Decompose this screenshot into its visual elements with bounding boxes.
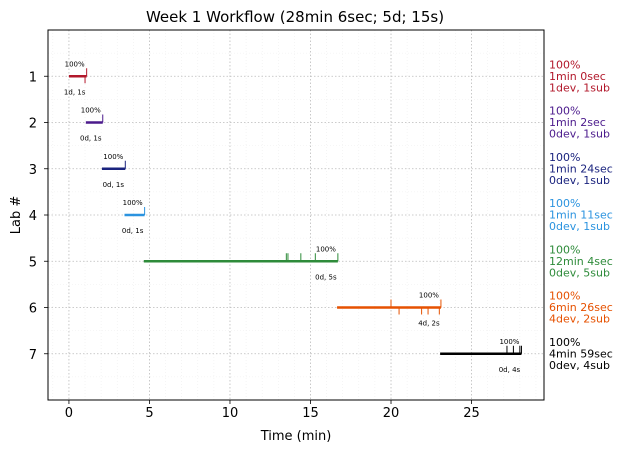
completion-percent-label: 100%	[81, 107, 101, 115]
axis-ticks: 0 5 10 15 20 25 1 2 3 4 5 6 7	[29, 70, 480, 421]
summary-line: 100%	[549, 58, 580, 71]
summary-line: 100%	[549, 105, 580, 118]
summary-line: 100%	[549, 197, 580, 210]
lab-bars: 100% 1d, 1s 100% 0d, 1s 100% 0d, 1s 100% 0d, 1s…	[64, 60, 522, 374]
summary-line: 12min 4sec	[549, 255, 613, 268]
y-tick-label: 6	[29, 302, 37, 317]
completion-percent-label: 100%	[316, 245, 336, 253]
summary-line: 0dev, 4sub	[549, 359, 610, 372]
summary-line: 1min 2sec	[549, 116, 606, 129]
summary-line: 0dev, 1sub	[549, 128, 610, 141]
counts-label: 0d, 1s	[103, 181, 125, 189]
counts-label: 0d, 4s	[499, 366, 521, 374]
summary-line: 100%	[549, 336, 580, 349]
y-tick-label: 2	[29, 117, 37, 132]
counts-label: 0d, 1s	[80, 135, 102, 143]
x-tick-label: 5	[145, 406, 153, 421]
lab-bar-group: 100% 0d, 5s	[143, 245, 339, 281]
y-tick-label: 7	[29, 348, 37, 363]
x-tick-label: 15	[302, 406, 319, 421]
counts-label: 1d, 1s	[64, 88, 86, 96]
summary-line: 4min 59sec	[549, 347, 613, 360]
lab-bar-group: 100% 0d, 1s	[80, 107, 104, 143]
summary-line: 6min 26sec	[549, 301, 613, 314]
summary-line: 100%	[549, 290, 580, 303]
x-axis-label: Time (min)	[260, 429, 332, 444]
x-tick-label: 0	[65, 406, 73, 421]
lab-bar-group: 100% 0d, 1s	[122, 199, 146, 235]
completion-percent-label: 100%	[65, 60, 85, 68]
completion-percent-label: 100%	[103, 153, 123, 161]
lab-bar-group: 100% 1d, 1s	[64, 60, 88, 96]
summary-line: 4dev, 2sub	[549, 313, 610, 326]
counts-label: 4d, 2s	[418, 320, 440, 328]
counts-label: 0d, 5s	[315, 273, 337, 281]
completion-percent-label: 100%	[123, 199, 143, 207]
summary-line: 1min 0sec	[549, 70, 606, 83]
summary-line: 1dev, 1sub	[549, 81, 610, 94]
y-tick-label: 4	[29, 209, 37, 224]
summary-line: 1min 11sec	[549, 209, 613, 222]
summary-line: 0dev, 5sub	[549, 266, 610, 279]
lab-bar-group: 100% 0d, 1s	[101, 153, 126, 189]
lab-bar-group: 100% 0d, 4s	[440, 338, 522, 374]
completion-percent-label: 100%	[419, 292, 439, 300]
x-tick-label: 20	[383, 406, 400, 421]
y-axis-label: Lab #	[9, 196, 24, 235]
counts-label: 0d, 1s	[122, 227, 144, 235]
summary-line: 0dev, 1sub	[549, 174, 610, 187]
lab-bar-group: 100% 4d, 2s	[337, 292, 442, 328]
summary-line: 1min 24sec	[549, 162, 613, 175]
y-tick-label: 1	[29, 70, 37, 85]
summary-line: 0dev, 1sub	[549, 220, 610, 233]
grid-lines	[48, 30, 544, 400]
chart-title: Week 1 Workflow (28min 6sec; 5d; 15s)	[146, 8, 444, 26]
completion-percent-label: 100%	[499, 338, 519, 346]
y-tick-label: 5	[29, 255, 37, 270]
summary-line: 100%	[549, 243, 580, 256]
x-tick-label: 25	[463, 406, 480, 421]
x-tick-label: 10	[222, 406, 239, 421]
summary-line: 100%	[549, 151, 580, 164]
y-tick-label: 3	[29, 163, 37, 178]
